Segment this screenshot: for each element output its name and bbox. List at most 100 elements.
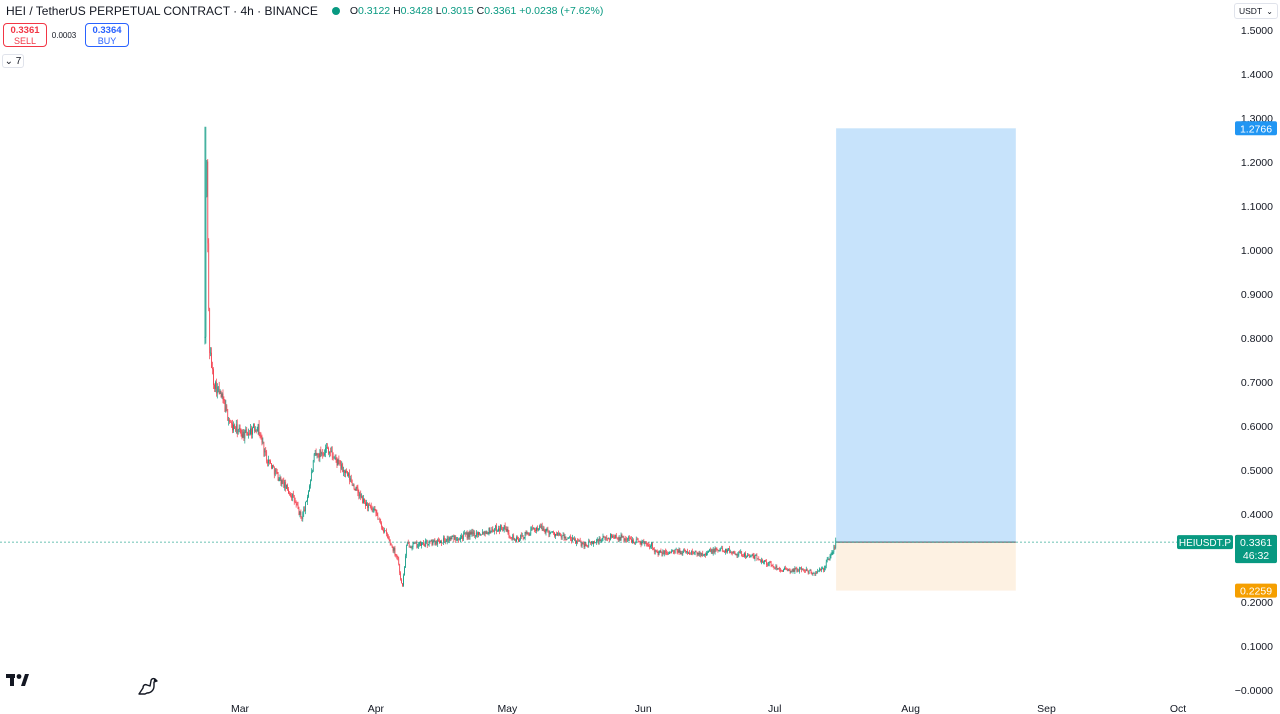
candle-body — [753, 555, 755, 559]
candle-body — [495, 525, 496, 529]
candle-body — [566, 538, 568, 540]
candle-body — [362, 496, 363, 504]
candle-body — [363, 498, 364, 504]
candle-body — [481, 534, 482, 535]
candle-body — [393, 548, 395, 551]
candle-body — [336, 458, 338, 466]
candle-body — [454, 536, 456, 540]
candle-body — [653, 549, 655, 553]
candle-body — [526, 532, 528, 534]
candle-body — [785, 569, 787, 571]
candle-body — [443, 537, 444, 543]
candle-body — [229, 419, 230, 423]
candle-body — [807, 570, 809, 574]
candle-body — [782, 571, 783, 572]
candle-body — [265, 450, 267, 452]
candle-body — [646, 543, 648, 545]
target-price-tag-bg — [1235, 121, 1277, 136]
candle-body — [775, 565, 777, 569]
candle-body — [760, 560, 762, 563]
candle-body — [481, 531, 483, 535]
candle-body — [502, 529, 504, 531]
time-axis[interactable]: Mar Apr May Jun Jul Aug Sep Oct — [231, 703, 1186, 714]
candle-body — [529, 534, 531, 536]
candle-body — [207, 161, 209, 244]
candle-body — [346, 470, 347, 472]
price-axis[interactable]: 1.50001.40001.30001.20001.10001.00000.90… — [1235, 25, 1273, 697]
candle-body — [592, 541, 593, 545]
candle-body — [445, 541, 447, 543]
candle-body — [648, 545, 649, 547]
time-axis-label: Jul — [768, 703, 781, 714]
dinosaur-icon[interactable] — [137, 676, 159, 701]
sell-button[interactable]: 0.3361 SELL — [3, 23, 47, 47]
candle-body — [424, 544, 425, 547]
candle-body — [512, 535, 514, 539]
time-axis-label: Apr — [368, 703, 385, 714]
candle-body — [278, 479, 280, 481]
price-axis-label: 1.5000 — [1241, 25, 1273, 37]
candle-body — [728, 548, 730, 552]
candle-body — [327, 447, 328, 449]
candle-body — [439, 540, 440, 544]
candle-body — [444, 540, 446, 542]
candle-body — [462, 536, 463, 540]
candle-body — [361, 496, 363, 498]
candle-body — [634, 541, 636, 544]
symbol-title[interactable]: HEI / TetherUS PERPETUAL CONTRACT · 4h ·… — [6, 4, 318, 18]
candle-body — [749, 556, 751, 558]
candle-body — [434, 539, 436, 545]
candle-body — [583, 544, 585, 547]
candle-body — [340, 464, 342, 469]
candle-body — [523, 538, 525, 539]
candle-body — [289, 493, 290, 495]
candle-body — [734, 552, 736, 555]
candle-body — [403, 575, 404, 586]
candle-body — [410, 547, 412, 548]
candle-body — [380, 519, 382, 523]
candle-body — [728, 548, 729, 550]
currency-select[interactable]: USDT ⌄ — [1234, 3, 1278, 19]
candle-body — [810, 569, 812, 573]
symbol-tag: HEIUSDT.P — [1179, 538, 1232, 549]
candle-body — [707, 552, 708, 554]
candle-body — [812, 572, 814, 574]
candle-body — [425, 540, 427, 542]
candle-body — [519, 535, 521, 540]
candle-body — [582, 543, 584, 545]
candle-body — [450, 537, 452, 540]
stop-price-tag-bg — [1235, 583, 1277, 598]
tradingview-logo-icon[interactable] — [6, 674, 30, 693]
buy-button[interactable]: 0.3364 BUY — [85, 23, 129, 47]
candle-body — [430, 540, 432, 542]
candle-body — [596, 539, 598, 541]
candle-body — [709, 549, 710, 551]
candle-body — [675, 548, 677, 550]
candle-body — [496, 525, 497, 532]
candle-body — [337, 459, 339, 466]
candle-body — [483, 531, 485, 535]
candle-body — [551, 531, 553, 533]
candle-body — [438, 539, 439, 541]
indicators-toggle-button[interactable]: ⌄ 7 — [2, 54, 24, 68]
long-position-tool[interactable] — [836, 128, 1016, 591]
candle-body — [381, 522, 382, 528]
candle-body — [271, 463, 272, 469]
candle-body — [405, 545, 407, 556]
candle-body — [688, 552, 689, 554]
candle-body — [767, 564, 769, 565]
price-axis-label: 0.4000 — [1241, 509, 1273, 521]
candle-body — [615, 535, 617, 538]
candle-body — [803, 569, 804, 571]
candle-body — [558, 533, 560, 536]
candle-body — [581, 543, 583, 546]
candle-body — [751, 554, 753, 557]
time-axis-label: Aug — [901, 703, 920, 714]
candle-body — [695, 551, 697, 552]
buy-label: BUY — [97, 36, 117, 46]
candle-body — [238, 427, 240, 430]
candle-body — [459, 539, 460, 541]
candle-body — [443, 537, 445, 541]
